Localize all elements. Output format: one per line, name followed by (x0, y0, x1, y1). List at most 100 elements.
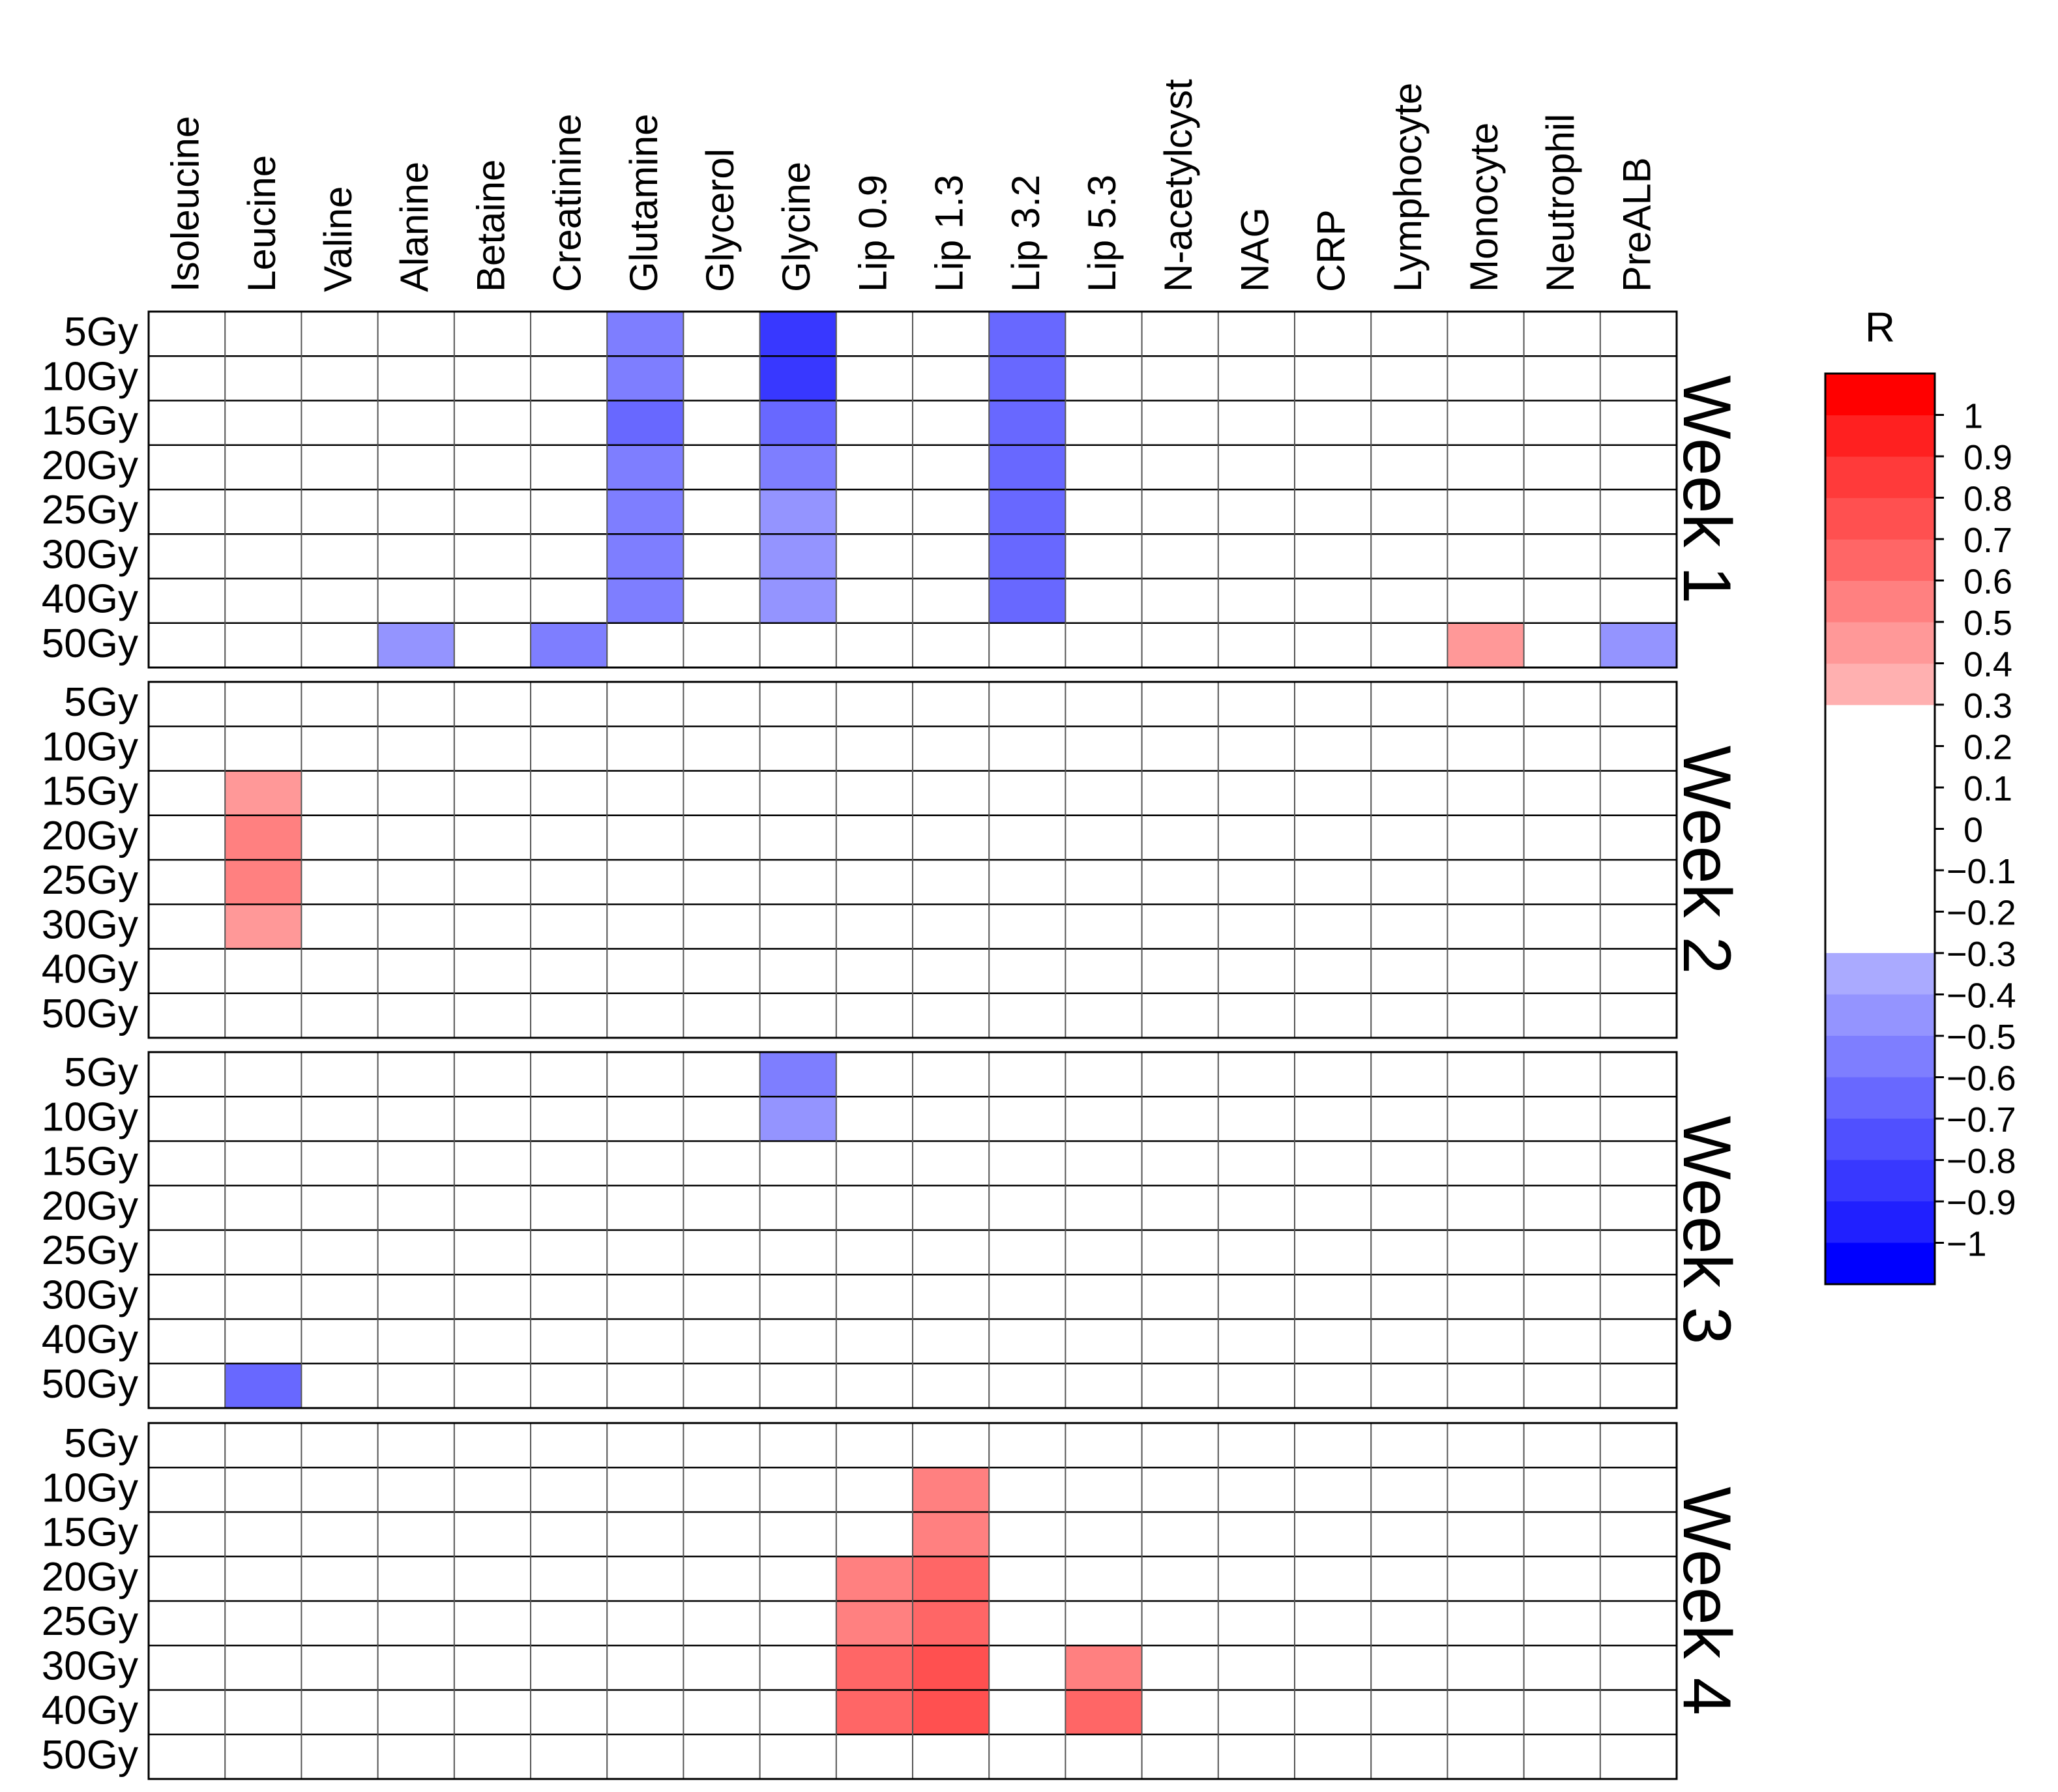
column-label-n-acetylcyst: N-acetylcyst (1156, 79, 1200, 292)
row-label: 25Gy (42, 1228, 138, 1273)
row-label: 15Gy (42, 399, 138, 444)
heatmap-cell (836, 1645, 913, 1690)
heatmap-cell (913, 1645, 990, 1690)
row-label: 10Gy (42, 1465, 138, 1510)
column-label-monocyte: Monocyte (1462, 123, 1506, 292)
row-label: 40Gy (42, 947, 138, 992)
heatmap-cell (989, 534, 1066, 579)
legend-tick-label: −0.6 (1947, 1059, 2016, 1098)
legend-tick-label: −0.5 (1947, 1018, 2016, 1057)
legend-color-step (1825, 580, 1935, 623)
legend-color-step (1825, 1160, 1935, 1202)
heatmap-cell (836, 1556, 913, 1601)
legend-color-step (1825, 663, 1935, 705)
heatmap-cell (1600, 623, 1677, 668)
row-label: 40Gy (42, 577, 138, 622)
column-label-creatinine: Creatinine (546, 114, 589, 293)
column-label-crp: CRP (1310, 209, 1353, 292)
heatmap-cell (759, 1052, 836, 1097)
row-label: 25Gy (42, 858, 138, 903)
row-label: 5Gy (64, 1421, 138, 1466)
legend-color-step (1825, 994, 1935, 1036)
heatmap-cell (531, 623, 608, 668)
legend-color-step (1825, 953, 1935, 995)
heatmap-cell (989, 578, 1066, 623)
column-label-neutrophil: Neutrophil (1538, 114, 1582, 293)
column-label-valine: Valine (316, 186, 360, 292)
legend-tick-label: 1 (1963, 397, 1983, 436)
legend-tick-label: 0.8 (1963, 480, 2012, 519)
heatmap-cell (225, 815, 302, 860)
column-label-alanine: Alanine (392, 162, 436, 292)
legend-tick-label: −0.4 (1947, 977, 2016, 1016)
panel-label: Week 4 (1669, 1487, 1744, 1716)
row-label: 20Gy (42, 814, 138, 859)
row-label: 50Gy (42, 991, 138, 1036)
legend-tick-label: 0 (1963, 811, 1983, 850)
heatmap-cell (836, 1690, 913, 1735)
panel-label: Week 1 (1669, 375, 1744, 604)
legend-color-step (1825, 374, 1935, 416)
heatmap-cell (607, 312, 684, 357)
heatmap-cell (913, 1601, 990, 1646)
legend-color-step (1825, 1119, 1935, 1161)
heatmap-cell (607, 356, 684, 401)
legend-color-step (1825, 415, 1935, 457)
panel-label: Week 2 (1669, 746, 1744, 975)
column-label-lip-1-3: Lip 1.3 (928, 175, 971, 292)
legend-tick-label: 0.7 (1963, 521, 2012, 560)
heatmap-cell (759, 445, 836, 490)
legend-tick-label: −0.1 (1947, 852, 2016, 891)
heatmap-cell (989, 356, 1066, 401)
column-label-glycerol: Glycerol (698, 149, 742, 292)
legend-color-step (1825, 456, 1935, 499)
column-labels: Isoleucine Leucine Valine Alanine Betaine Cre… (164, 79, 1659, 292)
row-label: 10Gy (42, 1094, 138, 1139)
heatmap-cell (913, 1512, 990, 1557)
row-label: 30Gy (42, 1643, 138, 1688)
row-label: 15Gy (42, 1139, 138, 1184)
row-label: 5Gy (64, 310, 138, 355)
heatmap-cell (607, 400, 684, 445)
heatmap-cell (1065, 1690, 1142, 1735)
legend-tick-label: 0.6 (1963, 563, 2012, 602)
column-label-prealb: PreALB (1615, 157, 1658, 292)
heatmap-cell (607, 490, 684, 535)
row-label: 50Gy (42, 621, 138, 666)
column-label-lymphocyte: Lymphocyte (1386, 83, 1430, 292)
heatmap-cell (989, 400, 1066, 445)
heatmap-cell (759, 490, 836, 535)
legend-color-step (1825, 622, 1935, 664)
row-label: 15Gy (42, 1510, 138, 1555)
legend-color-step (1825, 539, 1935, 581)
row-label: 20Gy (42, 443, 138, 488)
row-label: 5Gy (64, 680, 138, 725)
legend-tick-label: −0.7 (1947, 1100, 2016, 1139)
legend-tick-label: −1 (1947, 1225, 1987, 1264)
row-label: 25Gy (42, 1599, 138, 1644)
legend-tick-label: 0.4 (1963, 645, 2012, 684)
row-label: 20Gy (42, 1184, 138, 1229)
row-label: 30Gy (42, 532, 138, 577)
row-label: 40Gy (42, 1317, 138, 1362)
heatmap-cell (913, 1467, 990, 1512)
heatmap-cell (759, 312, 836, 357)
row-label: 5Gy (64, 1050, 138, 1095)
row-label: 20Gy (42, 1555, 138, 1600)
heatmap-cell (225, 1363, 302, 1408)
heatmap-cell (225, 904, 302, 949)
column-label-lip-3-2: Lip 3.2 (1004, 175, 1048, 292)
row-label: 15Gy (42, 769, 138, 814)
heatmap-cell (607, 578, 684, 623)
column-label-betaine: Betaine (469, 160, 512, 293)
column-label-glycine: Glycine (774, 162, 818, 292)
heatmap-cell (913, 1690, 990, 1735)
heatmap-cell (759, 356, 836, 401)
heatmap-cell (989, 490, 1066, 535)
row-label: 40Gy (42, 1688, 138, 1733)
row-label: 10Gy (42, 354, 138, 399)
